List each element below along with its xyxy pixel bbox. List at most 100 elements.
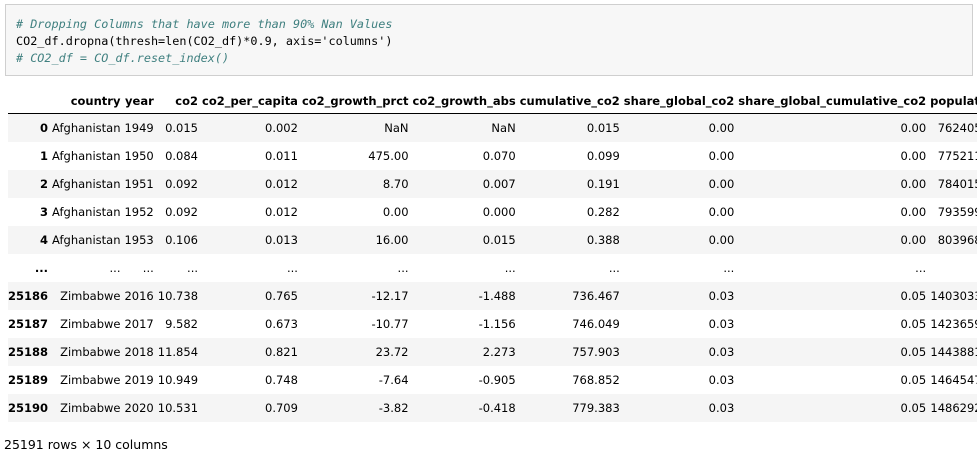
table-cell: 10.738 <box>157 289 199 303</box>
table-cell: Zimbabwe <box>60 373 121 387</box>
table-row: 0 Afghanistan 1949 0.015 0.002 NaN NaN 0.015 0.0… <box>8 113 977 142</box>
table-row: 25186 Zimbabwe 2016 10.738 0.765 -12.17 -1.488… <box>8 282 977 310</box>
table-cell: 746.049 <box>572 317 620 331</box>
table-row: 25190 Zimbabwe 2020 10.531 0.709 -3.82 -0.418 7… <box>8 394 977 422</box>
table-cell: 10.531 <box>157 401 199 415</box>
table-row: 25188 Zimbabwe 2018 11.854 0.821 23.72 2.273 75… <box>8 338 977 366</box>
column-header: cumulative_co2 <box>519 88 624 114</box>
row-index: 25190 <box>8 401 49 415</box>
table-cell: 779.383 <box>572 401 620 415</box>
row-index: 4 <box>40 233 49 247</box>
table-cell: 14236599.0 <box>930 317 977 331</box>
column-header: co2_growth_prct <box>301 88 413 114</box>
table-cell: 0.00 <box>708 233 735 247</box>
table-cell: 0.092 <box>165 205 199 219</box>
table-cell: 7752117.0 <box>937 149 977 163</box>
code-line: # Dropping Columns that have more than 9… <box>16 17 393 31</box>
table-cell: 0.03 <box>708 317 735 331</box>
table-cell: 1953 <box>124 233 154 247</box>
table-cell: -7.64 <box>378 373 409 387</box>
table-cell: 14438812.0 <box>930 345 977 359</box>
row-index: 25188 <box>8 345 49 359</box>
table-cell: Zimbabwe <box>60 289 121 303</box>
table-row: 2 Afghanistan 1951 0.092 0.012 8.70 0.007 0.191… <box>8 170 977 198</box>
table-cell: Zimbabwe <box>60 345 121 359</box>
table-cell: 0.00 <box>708 121 735 135</box>
table-cell: ... <box>109 261 121 275</box>
table-cell: 0.012 <box>265 177 298 191</box>
table-cell: ... <box>504 261 516 275</box>
table-cell: 0.00 <box>900 205 927 219</box>
table-cell: 10.949 <box>157 373 199 387</box>
code-line: # CO2_df = CO_df.reset_index() <box>16 51 230 65</box>
table-cell: 0.05 <box>900 317 927 331</box>
table-cell: 0.05 <box>900 373 927 387</box>
table-cell: 736.467 <box>572 289 620 303</box>
table-cell: ... <box>397 261 409 275</box>
table-cell: 0.013 <box>265 233 298 247</box>
table-cell: -3.82 <box>378 401 409 415</box>
table-cell: 1949 <box>124 121 154 135</box>
table-cell: Zimbabwe <box>60 317 121 331</box>
code-cell[interactable]: # Dropping Columns that have more than 9… <box>5 4 973 76</box>
table-cell: 0.070 <box>482 149 516 163</box>
table-cell: 1950 <box>124 149 154 163</box>
table-cell: 0.03 <box>708 401 735 415</box>
table-cell: 0.821 <box>265 345 298 359</box>
column-header: population <box>930 88 977 114</box>
table-cell: 0.092 <box>165 177 199 191</box>
table-cell: 0.709 <box>265 401 298 415</box>
table-body: 0 Afghanistan 1949 0.015 0.002 NaN NaN 0.015 0.0… <box>8 113 977 422</box>
table-row: 4 Afghanistan 1953 0.106 0.013 16.00 0.015 0.38… <box>8 226 977 254</box>
table-cell: -1.488 <box>478 289 516 303</box>
table-cell: 0.002 <box>265 121 298 135</box>
table-cell: 0.282 <box>586 205 620 219</box>
table-cell: 0.00 <box>900 177 927 191</box>
table-cell: 11.854 <box>157 345 199 359</box>
table-cell: 0.748 <box>265 373 298 387</box>
table-shape: 25191 rows × 10 columns <box>4 437 168 452</box>
table-cell: 0.000 <box>482 205 516 219</box>
table-cell: 1952 <box>124 205 154 219</box>
table-cell: 2017 <box>124 317 154 331</box>
table-cell: 14862927.0 <box>930 401 977 415</box>
table-cell: ... <box>608 261 620 275</box>
table-cell: ... <box>915 261 927 275</box>
row-index: ... <box>34 261 49 275</box>
table-cell: 9.582 <box>165 317 199 331</box>
table-cell: -0.905 <box>478 373 516 387</box>
table-cell: Afghanistan <box>52 121 121 135</box>
header-row: country year co2 co2_per_capita co2_growth_p… <box>8 88 977 114</box>
table-cell: 0.00 <box>708 149 735 163</box>
column-header: co2_per_capita <box>202 88 302 114</box>
table-cell: 0.03 <box>708 373 735 387</box>
table-cell: 8.70 <box>382 177 409 191</box>
column-header: co2_growth_abs <box>412 88 520 114</box>
table-cell: 2018 <box>124 345 154 359</box>
row-index: 25187 <box>8 317 49 331</box>
table-cell: ... <box>930 254 977 282</box>
table-cell: 0.05 <box>900 401 927 415</box>
row-index: 3 <box>40 205 49 219</box>
table-cell: ... <box>187 261 199 275</box>
table-cell: 2020 <box>124 401 154 415</box>
row-index: 1 <box>40 149 49 163</box>
table-cell: 0.099 <box>586 149 620 163</box>
table-cell: 2016 <box>124 289 154 303</box>
table-cell: 0.00 <box>708 205 735 219</box>
table-cell: Afghanistan <box>52 205 121 219</box>
table-cell: 8039684.0 <box>937 233 977 247</box>
table-cell: 0.673 <box>265 317 298 331</box>
table-cell: 0.084 <box>165 149 199 163</box>
table-cell: 0.191 <box>586 177 620 191</box>
table-cell: 14030338.0 <box>930 289 977 303</box>
table-cell: 0.00 <box>900 149 927 163</box>
table-cell: 2.273 <box>482 345 516 359</box>
table-cell: 475.00 <box>368 149 409 163</box>
table-cell: -0.418 <box>478 401 516 415</box>
table-cell: 0.015 <box>586 121 620 135</box>
table-cell: -1.156 <box>478 317 516 331</box>
column-header: share_global_co2 <box>623 88 739 114</box>
dataframe-table: country year co2 co2_per_capita co2_growth_p… <box>8 88 977 422</box>
table-cell: 2019 <box>124 373 154 387</box>
